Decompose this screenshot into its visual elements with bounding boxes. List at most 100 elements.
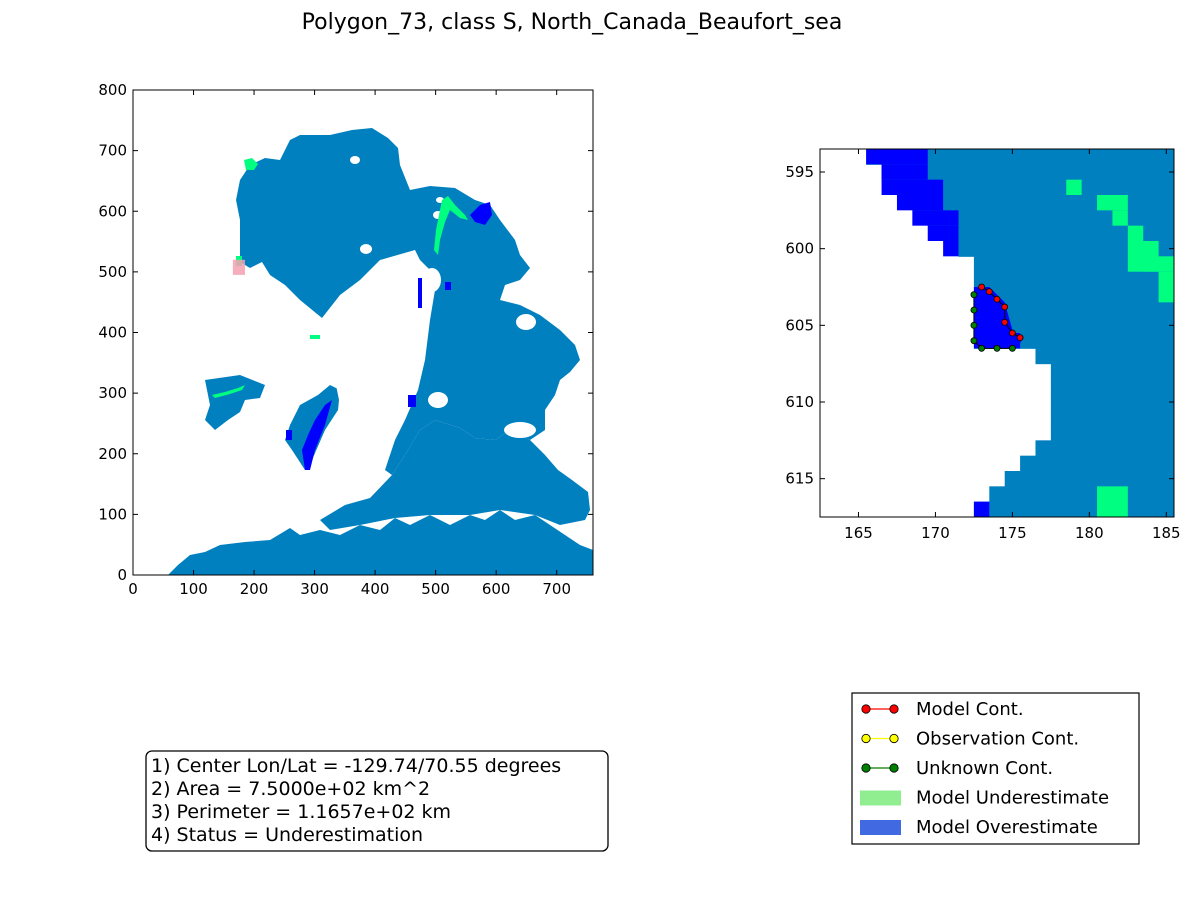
land-island-2 [423,268,441,292]
zoom-y-tick-label: 610 [785,393,814,411]
zoom-ocean-row [973,501,1174,517]
legend-marker [889,704,899,714]
zoom-x-tick-label: 170 [921,524,950,542]
model-contour-point [985,288,993,296]
zoom-ocean-row [912,195,1174,211]
model-contour-point [993,295,1001,303]
figure-title: Polygon_73, class S, North_Canada_Beaufo… [302,10,843,35]
legend: Model Cont. Observation Cont. Unknown Cont… [851,692,1140,845]
zoom-overestimate-cell [943,241,959,257]
ocean-north [236,128,580,475]
zoom-y-tick-label: 615 [785,470,814,488]
overview-y-tick-label: 500 [98,263,127,281]
legend-label: Model Overestimate [916,817,1098,838]
zoom-ocean-row [1004,471,1174,487]
zoom-x-tick-label: 185 [1152,524,1181,542]
underestimate-west [212,385,245,398]
overview-x-tick-label: 200 [240,580,269,598]
overview-map-terrain [168,128,593,575]
zoom-ocean-row [973,317,1174,334]
overview-x-tick-label: 700 [542,580,571,598]
overestimate-small-3 [418,278,422,308]
legend-items: Model Cont. Observation Cont. Unknown Cont… [860,699,1109,838]
info-box-frame [145,750,609,852]
legend-label: Model Underestimate [916,788,1109,809]
zoom-ocean-row [1050,379,1174,395]
overview-x-tick-label: 500 [421,580,450,598]
overestimate-baffin [302,400,332,470]
zoom-ocean-row [989,486,1174,503]
info-perimeter: 3) Perimeter = 1.1657e+02 km [151,801,451,823]
zoom-overestimate-cell [973,501,990,517]
zoom-ocean-row [958,241,1174,257]
info-box: 1) Center Lon/Lat = -129.74/70.55 degree… [145,750,609,852]
overview-y-tick-label: 400 [98,324,127,342]
overview-y-tick-label: 600 [98,202,127,220]
zoom-ocean-row [896,179,1174,196]
zoom-ocean-row [1050,409,1174,426]
ocean-main [168,510,593,575]
polygon-highlight [232,259,245,275]
legend-patch [860,820,901,835]
overview-y-tick-label: 700 [98,142,127,160]
legend-marker [861,733,871,744]
overview-x-ticks: 0 100 200 300 400 500 600 700 [128,90,571,598]
zoom-underestimate-cell [1143,256,1174,272]
overview-y-tick-label: 0 [117,566,127,584]
underestimate-small-1 [310,335,320,339]
overview-x-tick-label: 600 [482,580,511,598]
land-island-7 [504,422,536,438]
zoom-ocean-row [881,164,1174,181]
model-contour-point [1001,318,1009,326]
zoom-ocean-row [973,302,1174,319]
overview-x-tick-label: 100 [179,580,208,598]
zoom-map: 165 170 175 180 185 595 600 605 610 615 [785,148,1181,542]
zoom-x-tick-label: 165 [844,524,873,542]
zoom-ocean-row [1035,440,1174,457]
info-center: 1) Center Lon/Lat = -129.74/70.55 degree… [151,755,561,777]
zoom-overestimate-cell [881,164,928,180]
overview-x-tick-label: 400 [361,580,390,598]
zoom-ocean-row [1050,425,1174,441]
zoom-y-ticks: 595 600 605 610 615 [785,163,1174,488]
info-area: 2) Area = 7.5000e+02 km^2 [151,778,430,800]
info-status: 4) Status = Underestimation [151,824,423,846]
ocean-central [320,420,590,530]
zoom-underestimate-cell [1097,195,1128,211]
model-contour-point [1016,334,1024,342]
overestimate-small-2 [286,430,292,440]
overview-y-tick-label: 200 [98,445,127,463]
ocean-west-channel [205,375,265,430]
legend-label: Observation Cont. [916,729,1079,750]
underestimate-nw [244,158,258,170]
legend-patch [860,790,901,806]
zoom-underestimate-cell [1127,225,1144,241]
legend-label: Model Cont. [916,699,1024,720]
zoom-ocean-row [1035,348,1174,365]
legend-marker [861,763,871,773]
overview-y-tick-label: 100 [98,505,127,523]
unknown-contour-point [970,291,978,299]
legend-marker [861,704,871,714]
unknown-contour-point [993,344,1001,352]
model-contour-point [1001,303,1009,311]
zoom-underestimate-cell [1066,179,1082,195]
zoom-y-tick-label: 605 [785,316,814,334]
unknown-contour-point [970,321,978,329]
zoom-underestimate-cell [1112,210,1128,226]
overview-y-tick-label: 800 [98,81,127,99]
unknown-contour-point [970,337,978,345]
overview-y-ticks: 0 100 200 300 400 500 600 700 800 [98,81,593,584]
legend-label: Unknown Cont. [916,758,1053,779]
zoom-y-tick-label: 600 [785,240,814,258]
zoom-overestimate-cell [912,210,959,226]
zoom-ocean-row [927,210,1174,227]
zoom-underestimate-cell [1097,486,1128,517]
overview-y-tick-label: 300 [98,384,127,402]
zoom-overestimate-cell [881,179,944,195]
land-island-6 [516,314,536,330]
zoom-ocean-row [1050,394,1174,411]
zoom-overestimate-cell [927,225,959,241]
zoom-overestimate-cell [866,149,928,165]
zoom-ocean-row [866,149,1174,165]
